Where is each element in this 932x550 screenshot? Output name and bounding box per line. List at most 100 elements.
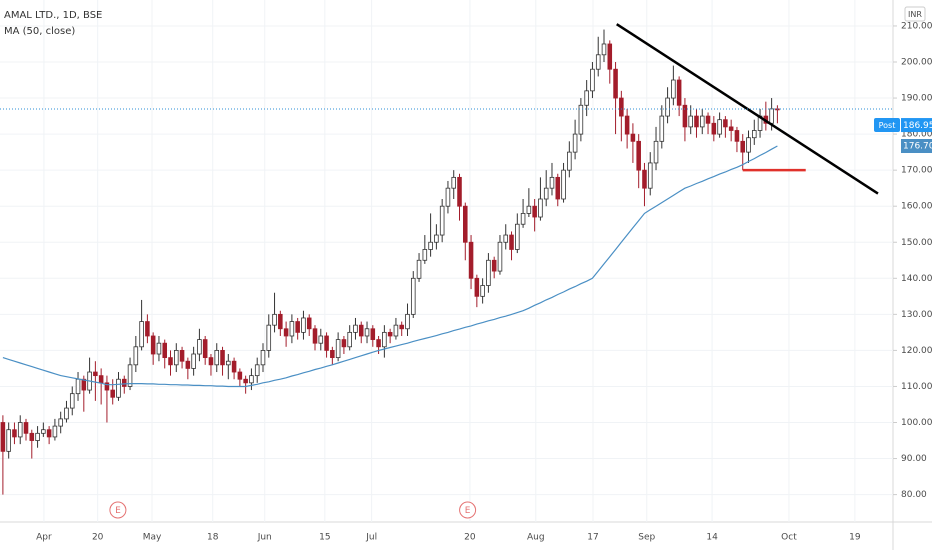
candle-body (595, 54, 601, 70)
ma-last-box (901, 139, 932, 154)
y-tick-label: 180.00 (901, 130, 932, 140)
candle-body (185, 360, 191, 369)
candle-body (64, 407, 69, 420)
candle-body (58, 418, 63, 427)
y-tick-label: 100.00 (901, 418, 932, 428)
candle-body (358, 324, 364, 337)
candle-body (457, 176, 462, 207)
event-label: E (465, 506, 471, 516)
x-tick-label: 17 (587, 533, 598, 543)
candle-body (642, 169, 647, 189)
candle-body (509, 234, 514, 250)
candle-body (463, 205, 468, 243)
candle-body (150, 335, 156, 355)
candle-body (520, 213, 526, 225)
candle-body (220, 350, 225, 366)
candle-body (428, 241, 433, 250)
ma-last-label: 176.70 (903, 142, 932, 152)
candle-body (497, 241, 503, 272)
candle-body (335, 339, 341, 359)
symbol-title: AMAL LTD., 1D, BSE (4, 10, 102, 21)
candle-body (46, 429, 52, 438)
candle-body (451, 176, 457, 189)
grid (0, 0, 897, 522)
candle-body (665, 97, 670, 117)
candle-body (179, 350, 185, 362)
candle-body (445, 187, 451, 207)
y-tick-label: 140.00 (901, 274, 932, 284)
candle-body (237, 371, 243, 380)
x-tick-label: 20 (92, 533, 104, 543)
candle-body (156, 342, 162, 355)
candle-body (243, 378, 248, 384)
x-tick-label: 18 (207, 533, 219, 543)
candle-body (0, 422, 6, 452)
x-tick-label: Jun (257, 533, 272, 543)
y-tick-label: 190.00 (901, 94, 932, 104)
candle-body (254, 364, 260, 377)
candle-body (711, 122, 717, 135)
candle-body (515, 223, 520, 250)
last-price-label: 186.95 (903, 121, 932, 131)
candle-body (549, 176, 555, 189)
y-tick-label: 120.00 (901, 346, 932, 356)
candle-body (734, 130, 740, 142)
candle-body (740, 140, 746, 153)
candle-body (283, 328, 289, 337)
candle-body (387, 331, 393, 337)
candle-body (41, 429, 46, 434)
candle-body (699, 115, 705, 128)
candle-body (17, 422, 23, 438)
candle-body (197, 339, 202, 355)
x-tick-label: Apr (36, 533, 52, 543)
candle-body (23, 422, 29, 434)
candle-body (613, 68, 618, 99)
candle-body (752, 130, 757, 139)
candle-body (543, 187, 549, 200)
candle-body (139, 321, 144, 348)
candle-body (601, 43, 607, 56)
candle-body (532, 205, 537, 218)
last-price-tag: Post (879, 121, 896, 130)
candle-body (249, 375, 254, 384)
candle-body (162, 342, 168, 359)
candle-body (682, 104, 688, 128)
candle-body (52, 425, 58, 438)
candle-body (341, 339, 347, 348)
currency: INR (908, 10, 922, 19)
candle-body (723, 119, 728, 128)
candle-body (174, 350, 179, 366)
candle-body (260, 350, 266, 366)
candle-body (410, 277, 416, 315)
candle-body (104, 382, 110, 391)
candle-body (301, 317, 306, 333)
candle-body (555, 176, 561, 200)
candle-body (688, 115, 693, 128)
candle-body (324, 335, 329, 351)
candle-body (347, 331, 352, 348)
candle-body (226, 360, 231, 366)
y-tick-label: 200.00 (901, 58, 932, 68)
candle-body (289, 321, 295, 337)
y-tick-label: 160.00 (901, 202, 932, 212)
candle-body (110, 389, 115, 398)
candle-body (133, 346, 139, 366)
candle-body (590, 68, 595, 92)
candle-body (567, 151, 572, 171)
candle-body (630, 133, 636, 142)
candle-body (35, 432, 40, 441)
candle-body (208, 357, 214, 366)
candle-body (653, 140, 659, 164)
candle-body (624, 115, 630, 135)
candle-body (330, 350, 335, 359)
x-tick-label: 20 (464, 533, 476, 543)
x-tick-label: Aug (527, 533, 545, 543)
candle-body (607, 43, 613, 70)
y-tick-label: 150.00 (901, 238, 932, 248)
x-tick-label: Jul (365, 533, 377, 543)
x-tick-label: 19 (849, 533, 861, 543)
candle-body (353, 324, 358, 333)
